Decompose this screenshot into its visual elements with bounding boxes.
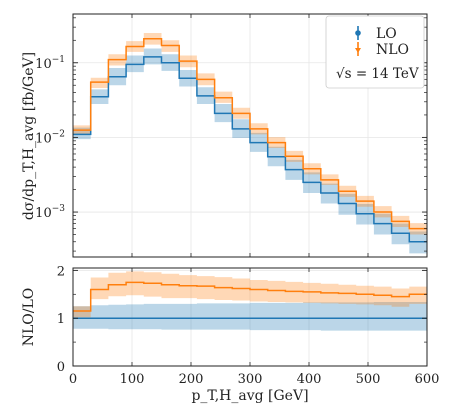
- nlo-legend-marker: [355, 48, 361, 53]
- ratio-y-axis-label: NLO/LO: [21, 288, 37, 347]
- x-tick-label: 200: [179, 372, 204, 387]
- ratio-x-ticks: 0 100 200 300 400 500 600: [69, 268, 440, 387]
- ratio-y-tick-label: 0: [57, 360, 65, 375]
- legend-box: [325, 15, 425, 89]
- x-tick-label: 100: [120, 372, 145, 387]
- ratio-y-tick-label: 1: [57, 312, 65, 327]
- ratio-nlo-line: [73, 281, 427, 312]
- lo-histogram-line: [73, 56, 427, 243]
- main-series-lines: [73, 37, 427, 243]
- legend: LO NLO √s = 14 TeV: [325, 15, 425, 89]
- x-tick-label: 300: [238, 372, 263, 387]
- legend-entry-nlo: NLO: [355, 42, 409, 58]
- main-y-tick-label: 10−2: [35, 129, 65, 146]
- x-tick-label: 500: [356, 372, 381, 387]
- main-y-ticks: 10−3 10−2 10−1: [35, 17, 427, 252]
- legend-label-nlo: NLO: [376, 42, 409, 58]
- energy-annotation: √s = 14 TeV: [336, 66, 419, 82]
- ratio-y-tick-label: 2: [57, 264, 65, 279]
- nlo-histogram-line: [73, 37, 427, 230]
- ratio-series-lines: [73, 281, 427, 319]
- legend-label-lo: LO: [376, 26, 397, 42]
- legend-entry-lo: LO: [355, 26, 397, 42]
- main-y-tick-label: 10−1: [35, 55, 65, 72]
- main-y-tick-label: 10−3: [35, 204, 65, 221]
- main-y-axis-label: dσ/dp_T,H_avg [fb/GeV]: [21, 52, 37, 220]
- x-tick-label: 400: [297, 372, 322, 387]
- x-axis-label: p_T,H_avg [GeV]: [191, 388, 308, 404]
- ratio-panel: 0 1 2 0 100 200 300 400 500 600: [57, 264, 440, 387]
- x-tick-label: 600: [415, 372, 440, 387]
- lo-legend-marker: [355, 30, 361, 36]
- x-tick-label: 0: [69, 372, 77, 387]
- ratio-y-ticks: 0 1 2: [57, 264, 427, 375]
- ratio-lo-uncertainty-band: [73, 301, 427, 331]
